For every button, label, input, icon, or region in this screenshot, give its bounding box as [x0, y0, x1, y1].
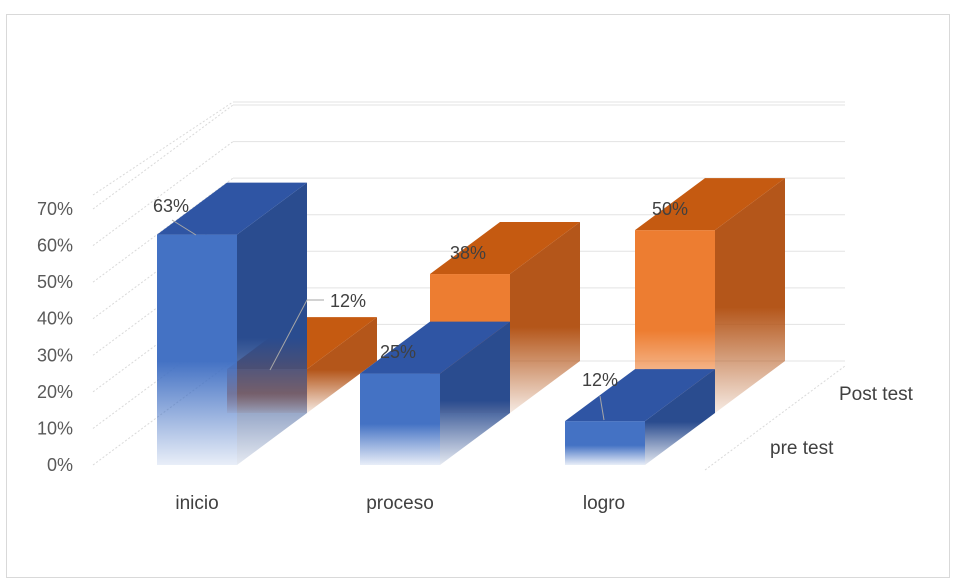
y-tick-label: 30%: [37, 345, 73, 365]
data-label-pre-proceso: 25%: [380, 342, 416, 362]
y-tick-label: 0%: [47, 455, 73, 475]
wall-gridline: [92, 141, 234, 246]
data-label-post-inicio: 12%: [330, 291, 366, 311]
bar-pre-test-inicio: [157, 182, 307, 465]
wall-gridline: [92, 104, 234, 210]
y-tick-label: 20%: [37, 382, 73, 402]
x-category-label: inicio: [175, 493, 218, 514]
depth-label-post-test: Post test: [839, 384, 914, 405]
x-category-label: proceso: [366, 493, 434, 514]
depth-axis: [704, 365, 846, 471]
y-tick-label: 70%: [37, 199, 73, 219]
wall-gridline: [92, 101, 234, 196]
leader-line: [599, 395, 605, 421]
leader-line: [269, 299, 324, 371]
x-category-label: logro: [583, 493, 625, 514]
y-tick-label: 40%: [37, 309, 73, 329]
data-label-post-logro: 50%: [652, 199, 688, 219]
depth-label-pre-test: pre test: [770, 438, 834, 459]
leader-line: [171, 219, 197, 236]
y-tick-label: 10%: [37, 418, 73, 438]
bar-pre-test-proceso: [360, 321, 510, 465]
y-tick-label: 60%: [37, 236, 73, 256]
y-tick-label: 50%: [37, 272, 73, 292]
data-label-post-proceso: 38%: [450, 243, 486, 263]
data-label-pre-logro: 12%: [582, 370, 618, 390]
wall-gridline: [92, 177, 234, 283]
data-label-pre-inicio: 63%: [153, 196, 189, 216]
